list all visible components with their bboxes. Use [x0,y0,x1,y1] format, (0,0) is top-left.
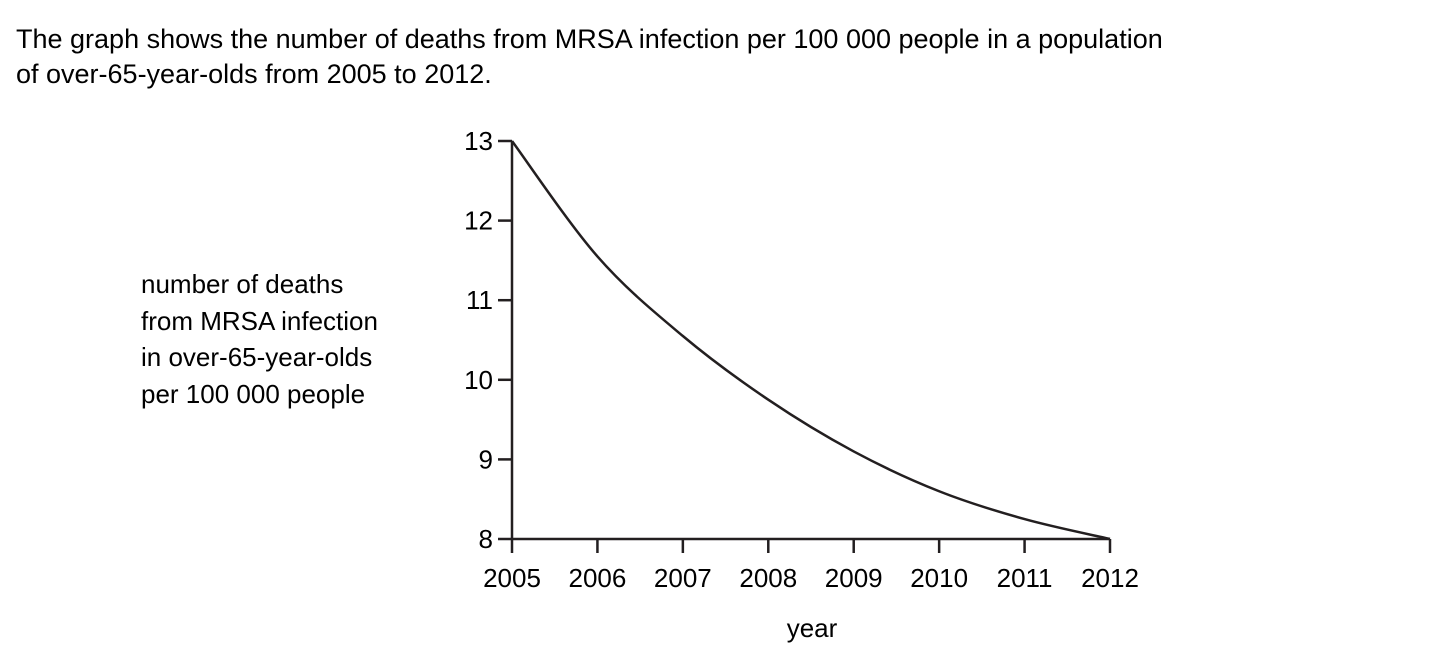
x-tick-label: 2012 [1081,563,1139,593]
y-tick-label: 8 [479,524,493,554]
y-axis-label-line-3: in over-65-year-olds [141,342,373,372]
series-line [510,140,1111,541]
y-tick-label: 11 [466,285,493,315]
x-tick-label: 2007 [654,563,712,593]
y-tick-label: 12 [464,206,493,236]
series [510,140,1111,541]
y-tick-label: 9 [479,444,493,474]
y-axis-label-line-1: number of deaths [141,269,344,299]
y-axis-label-line-2: from MRSA infection [141,305,378,336]
y-axis: 8 9 10 11 12 13 [464,126,514,554]
y-tick-label: 10 [464,365,493,395]
y-tick-label: 13 [464,126,493,156]
intro-line-2: of over-65-year-olds from 2005 to 2012. [16,59,492,89]
intro-line-1: The graph shows the number of deaths fro… [16,24,1163,54]
y-axis-label-line-4: per 100 000 people [141,378,366,409]
x-axis-label: year [787,613,838,643]
x-tick-label: 2005 [483,563,541,593]
x-tick-label: 2009 [825,563,883,593]
x-tick-label: 2006 [569,563,627,593]
x-tick-label: 2008 [739,563,797,593]
x-tick-label: 2010 [910,563,968,593]
x-axis: 2005 2006 2007 2008 2009 2010 2011 2012 [483,537,1139,593]
y-axis-label: number of deaths from MRSA infection in … [141,266,378,412]
question-intro: The graph shows the number of deaths fro… [16,22,1396,92]
x-tick-label: 2011 [997,563,1053,593]
